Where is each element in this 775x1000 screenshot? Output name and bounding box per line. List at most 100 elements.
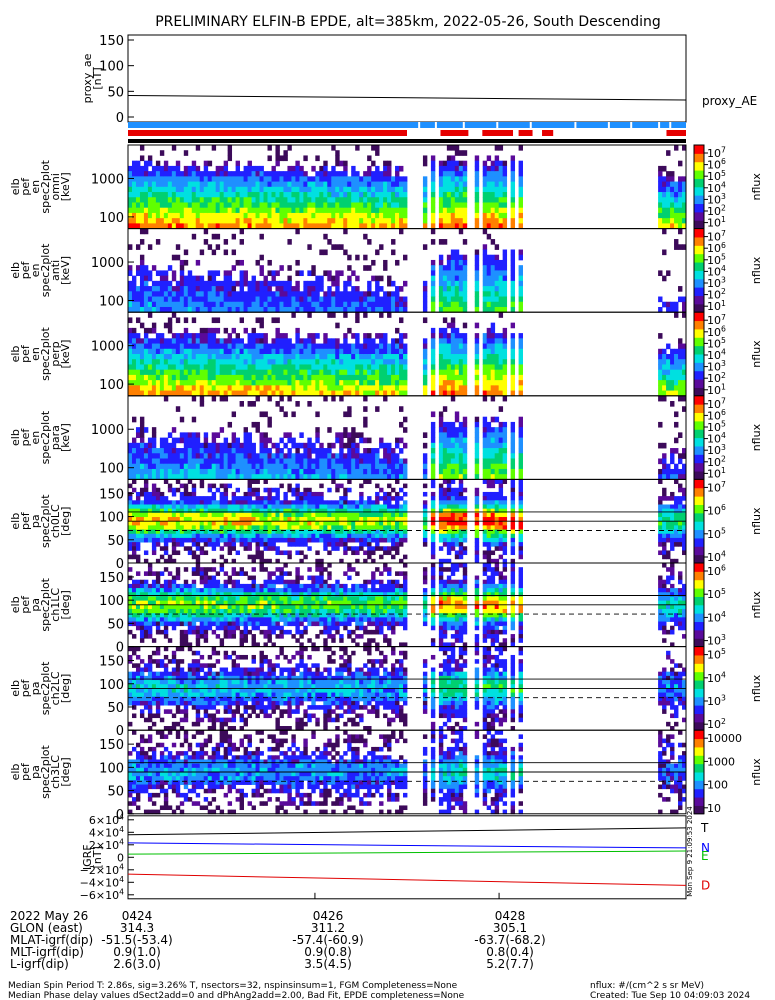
heat-cell: [275, 192, 280, 198]
heat-cell: [422, 317, 428, 324]
heat-cell: [662, 468, 667, 475]
heat-cell: [231, 286, 237, 292]
heat-cell: [195, 192, 201, 198]
heat-cell: [215, 512, 221, 518]
heat-cell: [283, 504, 288, 510]
heat-cell: [430, 354, 436, 360]
heat-cell: [191, 280, 197, 287]
heat-cell: [359, 546, 364, 551]
heat-cell: [674, 181, 679, 188]
heat-cell: [223, 390, 229, 397]
heat-cell: [251, 380, 256, 386]
heat-cell: [271, 453, 276, 459]
heat-cell: [367, 474, 372, 480]
heat-cell: [391, 521, 396, 526]
heat-cell: [135, 537, 141, 543]
heat-cell: [239, 212, 244, 219]
heat-cell: [303, 296, 308, 303]
heat-cell: [323, 508, 328, 514]
heat-cell: [271, 317, 276, 324]
heat-cell: [438, 165, 444, 172]
heat-cell: [191, 197, 197, 203]
heat-cell: [128, 508, 133, 514]
heat-cell: [271, 218, 276, 224]
heat-cell: [490, 442, 496, 449]
heat-cell: [147, 468, 153, 475]
heat-cell: [187, 306, 193, 313]
heat-cell: [199, 448, 205, 454]
heat-cell: [179, 223, 185, 230]
heat-cell: [151, 359, 157, 365]
heat-cell: [335, 212, 340, 219]
heat-cell: [387, 176, 392, 182]
heat-cell: [454, 468, 460, 475]
heat-cell: [271, 512, 276, 518]
heat-cell: [211, 171, 217, 177]
heat-cell: [383, 463, 388, 470]
heat-cell: [183, 327, 189, 334]
heat-cell: [167, 442, 173, 449]
heat-cell: [128, 369, 133, 376]
heat-cell: [502, 181, 508, 188]
heat-cell: [128, 554, 133, 560]
heat-cell: [351, 546, 356, 551]
heat-cell: [307, 508, 312, 514]
heat-cell: [267, 354, 272, 360]
heat-cell: [239, 186, 244, 193]
heat-cell: [446, 265, 452, 271]
heat-cell: [267, 223, 272, 230]
heat-cell: [399, 197, 404, 203]
heat-cell: [486, 270, 492, 277]
heat-cell: [295, 186, 300, 193]
heat-cell: [438, 286, 444, 292]
heat-cell: [454, 218, 460, 224]
heat-cell: [359, 533, 364, 539]
heat-cell: [510, 322, 516, 329]
heat-cell: [128, 546, 133, 551]
heat-cell: [183, 212, 189, 219]
heat-cell: [195, 171, 201, 177]
heat-cell: [682, 474, 687, 480]
heat-cell: [199, 354, 205, 360]
heat-cell: [267, 468, 272, 475]
heat-cell: [331, 508, 336, 514]
heat-cell: [383, 333, 388, 339]
heat-cell: [662, 202, 667, 209]
heat-cell: [343, 537, 348, 543]
heat-cell: [139, 192, 145, 198]
heat-cell: [275, 453, 280, 459]
heat-cell: [131, 385, 137, 391]
heat-cell: [442, 212, 448, 219]
heat-cell: [454, 354, 460, 360]
heat-cell: [243, 343, 248, 350]
heat-cell: [658, 395, 663, 402]
heat-cell: [147, 171, 153, 177]
heat-cell: [674, 448, 679, 454]
heat-cell: [482, 218, 488, 224]
heat-cell: [139, 364, 145, 371]
heat-cell: [502, 437, 508, 444]
heat-cell: [207, 270, 213, 277]
heat-cell: [343, 468, 348, 475]
heat-cell: [494, 474, 500, 480]
heat-cell: [670, 369, 675, 376]
heat-cell: [139, 202, 145, 209]
heat-cell: [343, 546, 348, 551]
heat-cell: [391, 504, 396, 510]
heat-cell: [307, 468, 312, 475]
heat-cell: [494, 364, 500, 371]
heat-cell: [395, 327, 400, 334]
heat-cell: [379, 525, 384, 530]
heat-cell: [319, 207, 324, 214]
heat-cell: [251, 327, 256, 334]
heat-cell: [131, 327, 137, 334]
heat-cell: [255, 280, 260, 287]
heat-cell: [267, 512, 272, 518]
heat-cell: [235, 474, 240, 480]
heat-cell: [151, 542, 157, 547]
heat-cell: [247, 338, 252, 344]
heat-cell: [383, 374, 388, 381]
heat-cell: [275, 537, 280, 543]
heat-cell: [279, 537, 284, 543]
heat-cell: [510, 468, 516, 475]
